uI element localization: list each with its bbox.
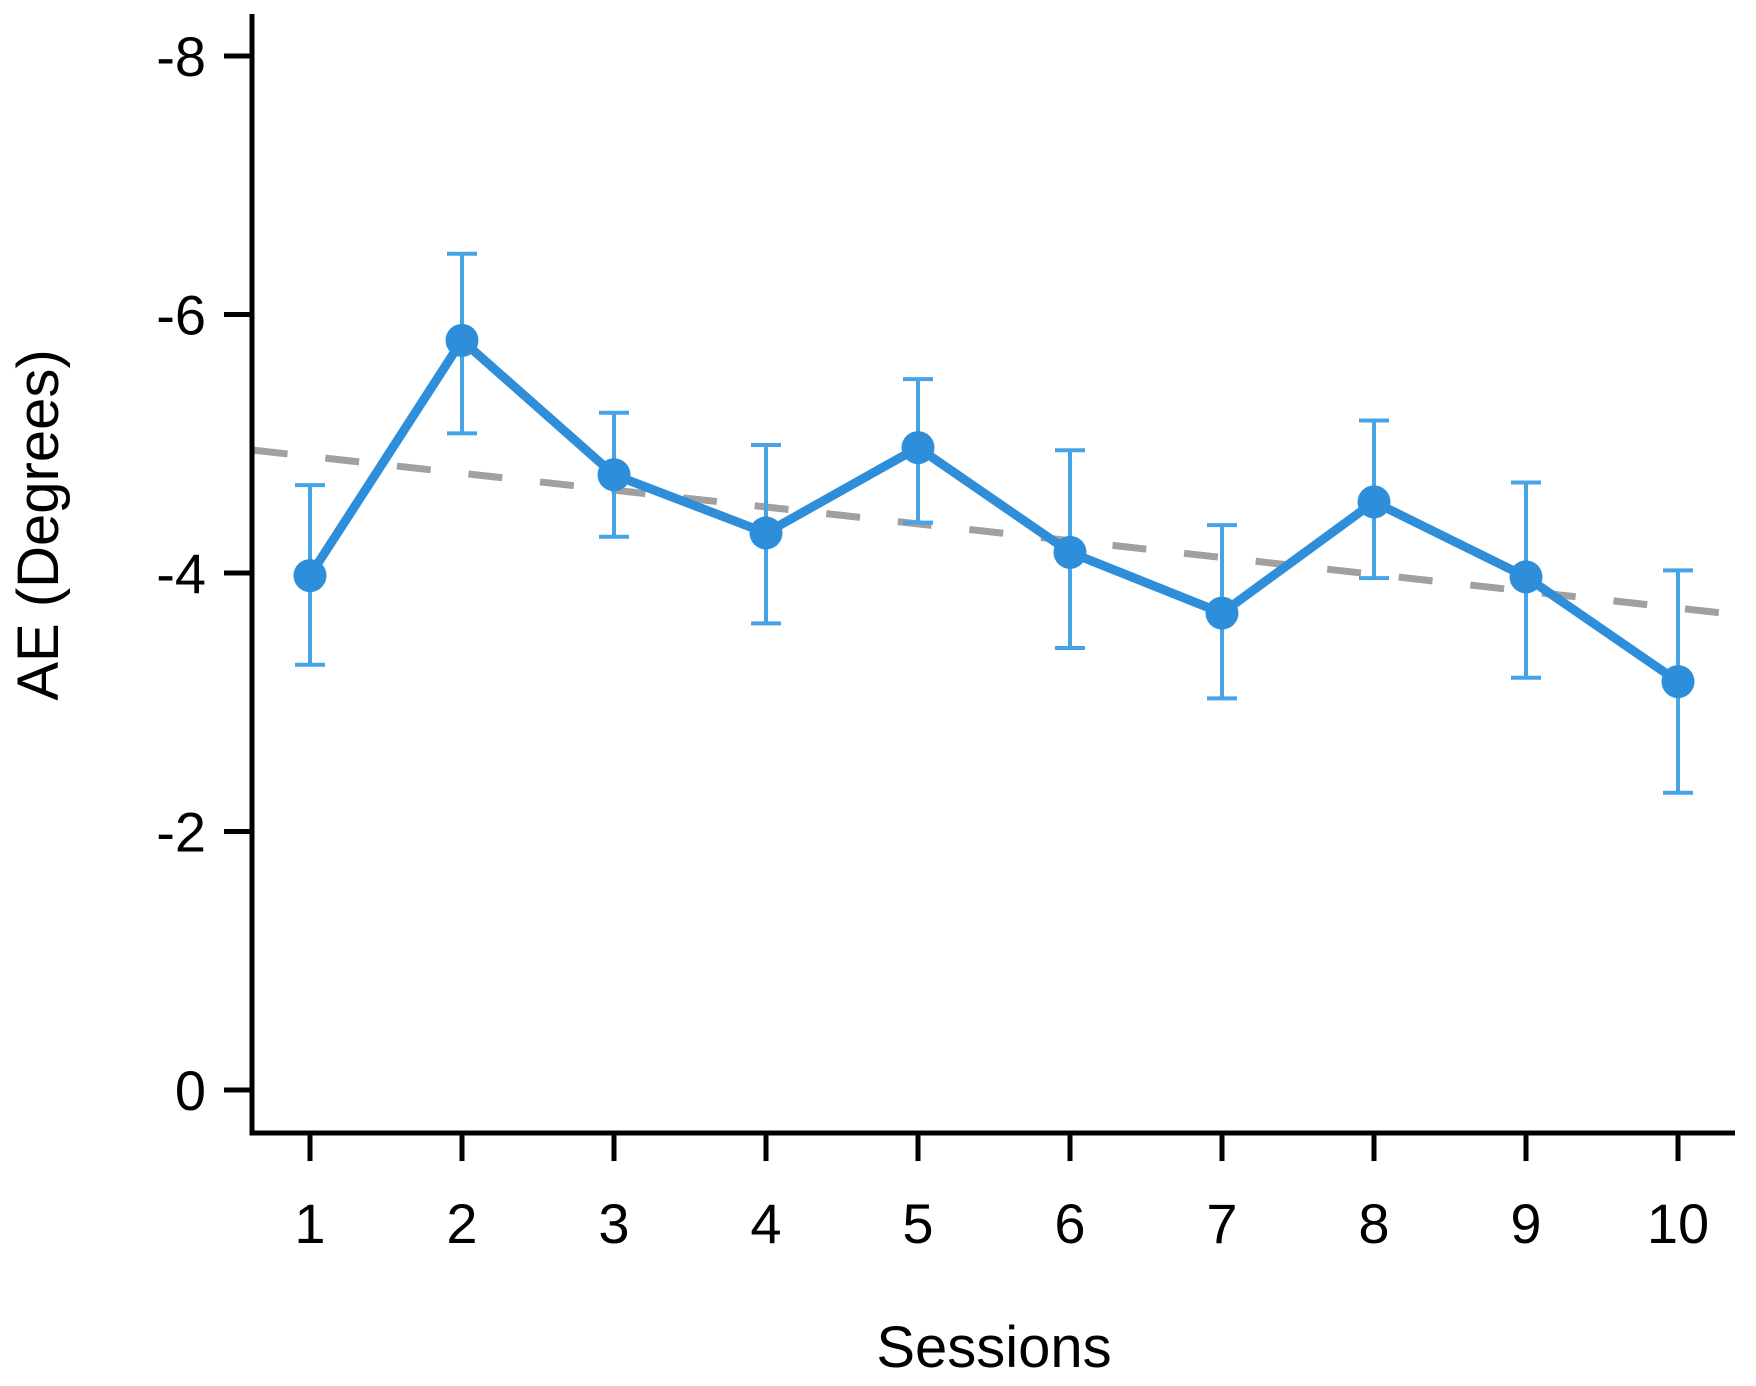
x-tick-label: 8: [1358, 1192, 1389, 1255]
y-ticks-group: -8 -6 -4 -2 0: [156, 25, 252, 1122]
axes-group: [249, 14, 1735, 1136]
data-point: [1205, 596, 1239, 630]
x-tick-label: 7: [1206, 1192, 1237, 1255]
data-point: [1053, 535, 1087, 569]
data-point: [901, 431, 935, 465]
x-tick-label: 9: [1510, 1192, 1541, 1255]
y-tick-label: -4: [156, 542, 206, 605]
data-line-group: [305, 335, 1683, 687]
y-axis-label: AE (Degrees): [6, 349, 71, 700]
x-axis-label: Sessions: [876, 1315, 1111, 1380]
data-point: [293, 559, 327, 593]
x-tick-label: 2: [446, 1192, 477, 1255]
y-tick-label: -6: [156, 284, 206, 347]
data-point: [1357, 485, 1391, 519]
x-tick-label: 5: [902, 1192, 933, 1255]
y-tick-label: 0: [175, 1059, 206, 1122]
data-point: [1661, 665, 1695, 699]
data-point: [445, 323, 479, 357]
data-points-group: [293, 323, 1695, 699]
y-tick-label: -8: [156, 25, 206, 88]
x-tick-label: 3: [598, 1192, 629, 1255]
data-point: [597, 458, 631, 492]
trend-line-group: [253, 446, 1747, 620]
y-tick-label: -2: [156, 801, 206, 864]
x-tick-label: 4: [750, 1192, 781, 1255]
axis-lines: [249, 14, 1735, 1136]
x-tick-label: 1: [294, 1192, 325, 1255]
data-line: [305, 335, 1683, 687]
data-point: [749, 516, 783, 550]
x-ticks-group: 1 2 3 4 5 6 7 8 9 10: [294, 1133, 1709, 1255]
x-tick-label: 10: [1647, 1192, 1709, 1255]
error-bars-group: [295, 251, 1693, 795]
x-tick-label: 6: [1054, 1192, 1085, 1255]
data-point: [1509, 560, 1543, 594]
trend-line: [253, 446, 1747, 620]
